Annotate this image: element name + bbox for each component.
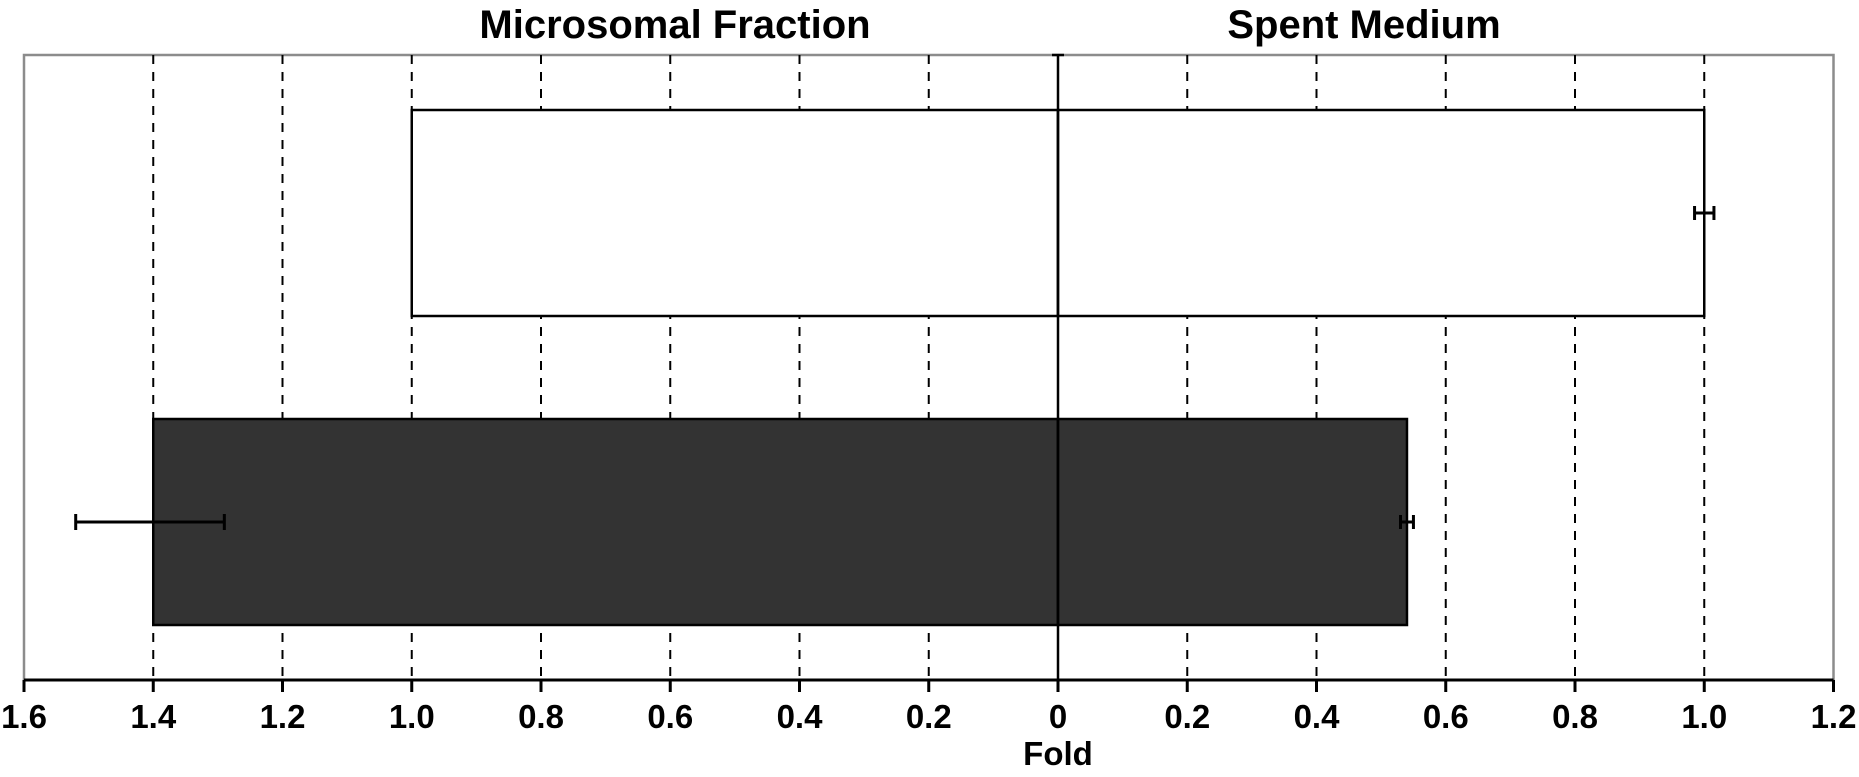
x-tick-label: 1.2 (260, 698, 306, 735)
bar-spent-medium (1056, 417, 1409, 627)
bar-microsomal-fraction (152, 417, 1060, 627)
panel-title-spent-medium: Spent Medium (1227, 3, 1500, 47)
panel-title-microsomal-fraction: Microsomal Fraction (479, 3, 870, 47)
x-tick-label: 1.6 (1, 698, 47, 735)
x-tick-label: 0.8 (518, 698, 564, 735)
x-tick-label: 1.2 (1811, 698, 1857, 735)
plot-area: 1.6 1.4 1.2 1.0 0.8 0.6 0.4 0.2 0 0.2 0.4 0.6 0.8 1.0… (1, 53, 1857, 735)
x-tick-label: 0 (1049, 698, 1067, 735)
x-tick-label: 0.2 (1164, 698, 1210, 735)
bar-microsomal-fraction (410, 108, 1060, 318)
x-tick-label: 0.4 (1294, 698, 1341, 735)
x-axis-label: Fold (1023, 735, 1093, 772)
x-tick-label: 1.0 (389, 698, 435, 735)
x-tick-label: 0.8 (1552, 698, 1598, 735)
x-tick-label: 0.6 (1423, 698, 1469, 735)
x-tick-label: 0.2 (906, 698, 952, 735)
x-tick-label: 0.4 (777, 698, 824, 735)
x-tick-label: 1.4 (130, 698, 177, 735)
x-tick-label: 1.0 (1681, 698, 1727, 735)
x-tick-label: 0.6 (647, 698, 693, 735)
bar-spent-medium (1056, 108, 1706, 318)
